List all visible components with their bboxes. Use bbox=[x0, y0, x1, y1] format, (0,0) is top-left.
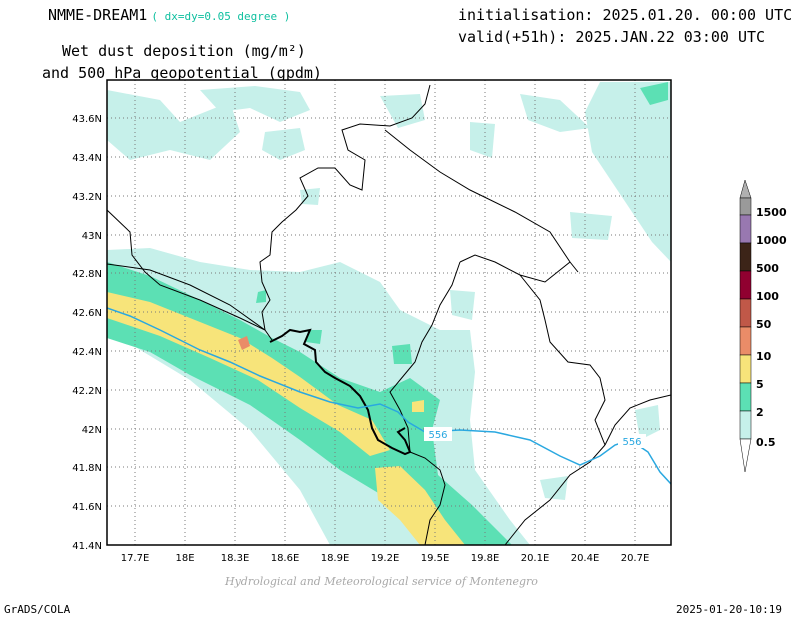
lon-tick: 20.1E bbox=[521, 553, 550, 564]
credit-text: Hydrological and Meteorological service … bbox=[225, 575, 538, 588]
contour-label-556-a: 556 bbox=[428, 430, 447, 441]
lat-tick: 43.4N bbox=[72, 153, 102, 164]
colorbar-label: 5 bbox=[756, 378, 764, 391]
lon-tick: 18.3E bbox=[221, 553, 250, 564]
lon-tick: 19.2E bbox=[371, 553, 400, 564]
lat-tick: 41.8N bbox=[72, 463, 102, 474]
lat-tick: 43N bbox=[82, 231, 102, 242]
colorbar-band bbox=[739, 410, 752, 440]
colorbar-band bbox=[739, 242, 752, 272]
contour-label-bg bbox=[424, 427, 452, 441]
render-timestamp: 2025-01-20-10:19 bbox=[676, 603, 782, 616]
lon-tick: 19.8E bbox=[471, 553, 500, 564]
model-name: NMME-DREAM1 bbox=[48, 6, 148, 24]
geopotential-contour bbox=[107, 307, 671, 485]
colorbar-band bbox=[739, 270, 752, 300]
colorbar-label: 2 bbox=[756, 406, 764, 419]
map-area bbox=[107, 80, 671, 545]
colorbar-band bbox=[739, 354, 752, 384]
lon-axis: 17.7E 18E 18.3E 18.6E 18.9E 19.2E 19.5E … bbox=[121, 553, 650, 564]
colorbar-top-arrow bbox=[739, 179, 752, 199]
colorbar-label: 100 bbox=[756, 290, 779, 303]
colorbar-band bbox=[739, 214, 752, 244]
plot-title-line2: and 500 hPa geopotential (gpdm) bbox=[42, 64, 322, 82]
lon-tick: 18.6E bbox=[271, 553, 300, 564]
colorbar-band bbox=[739, 326, 752, 356]
colorbar: 1500 1000 500 100 50 10 5 2 0.5 bbox=[739, 179, 787, 473]
grid-lines bbox=[107, 80, 671, 545]
lat-tick: 41.4N bbox=[72, 541, 102, 552]
coastline bbox=[269, 328, 412, 456]
lon-tick: 17.7E bbox=[121, 553, 150, 564]
lon-tick: 20.4E bbox=[571, 553, 600, 564]
lat-tick: 42N bbox=[82, 425, 102, 436]
resolution-label: ( dx=dy=0.05 degree ) bbox=[151, 10, 291, 23]
colorbar-label: 1000 bbox=[756, 234, 787, 247]
lon-tick: 20.7E bbox=[621, 553, 650, 564]
colorbar-label: 50 bbox=[756, 318, 772, 331]
colorbar-band bbox=[739, 382, 752, 412]
lon-tick: 18E bbox=[175, 553, 194, 564]
colorbar-band bbox=[739, 298, 752, 328]
lat-tick: 42.8N bbox=[72, 269, 102, 280]
colorbar-band bbox=[739, 197, 752, 216]
lon-tick: 18.9E bbox=[321, 553, 350, 564]
colorbar-label: 0.5 bbox=[756, 436, 776, 449]
lon-tick: 19.5E bbox=[421, 553, 450, 564]
map-frame bbox=[106, 79, 672, 546]
lat-tick: 42.4N bbox=[72, 347, 102, 358]
lat-tick: 43.6N bbox=[72, 114, 102, 125]
initialisation-time: initialisation: 2025.01.20. 00:00 UTC bbox=[458, 6, 793, 24]
dust-field-high bbox=[107, 292, 465, 545]
colorbar-label: 1500 bbox=[756, 206, 787, 219]
colorbar-bottom-arrow bbox=[739, 438, 752, 473]
dust-field-peak bbox=[238, 336, 250, 350]
lat-tick: 43.2N bbox=[72, 192, 102, 203]
lat-tick: 41.6N bbox=[72, 502, 102, 513]
plot-title-line1: Wet dust deposition (mg/m²) bbox=[62, 42, 306, 60]
lat-axis: 43.6N 43.4N 43.2N 43N 42.8N 42.6N 42.4N … bbox=[72, 114, 102, 552]
colorbar-label: 500 bbox=[756, 262, 779, 275]
lat-tick: 42.6N bbox=[72, 308, 102, 319]
model-title: NMME-DREAM1( dx=dy=0.05 degree ) bbox=[48, 6, 290, 24]
contour-label-bg bbox=[618, 434, 646, 448]
software-label: GrADS/COLA bbox=[4, 603, 71, 616]
lat-tick: 42.2N bbox=[72, 386, 102, 397]
contour-label-556-b: 556 bbox=[622, 437, 641, 448]
valid-time: valid(+51h): 2025.JAN.22 03:00 UTC bbox=[458, 28, 766, 46]
colorbar-label: 10 bbox=[756, 350, 772, 363]
